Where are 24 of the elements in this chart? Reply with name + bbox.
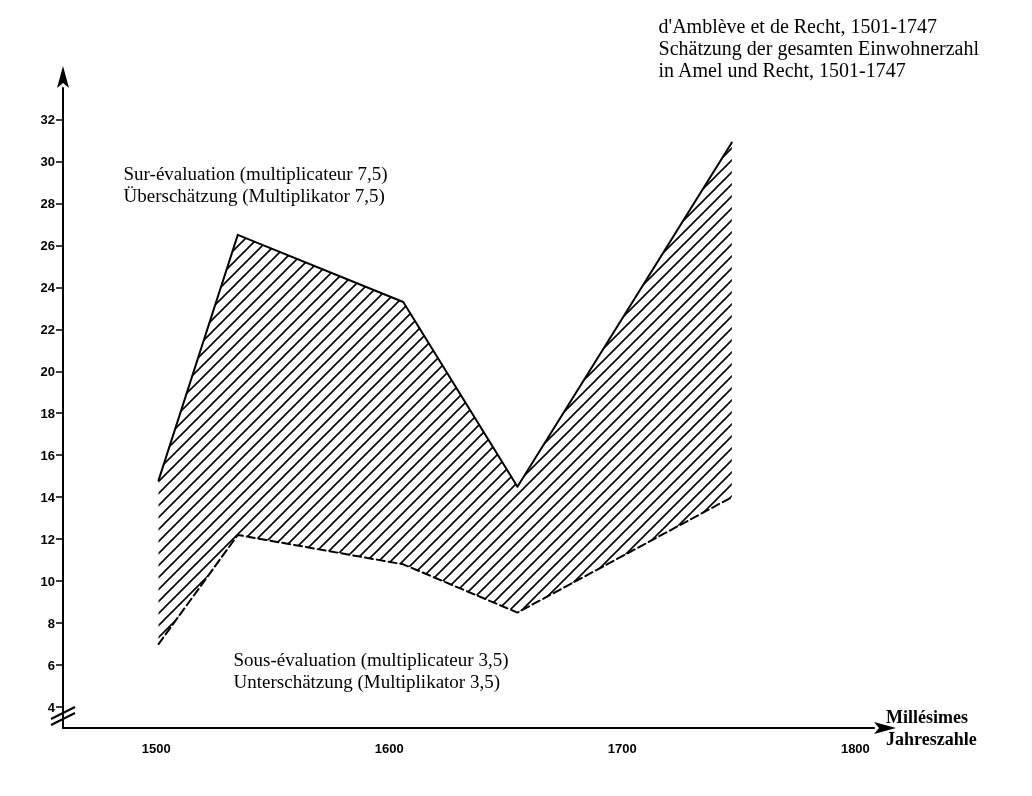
x-axis-title: Millésimes Jahreszahle <box>886 707 977 749</box>
y-tick-label: 6 <box>47 657 55 673</box>
x-tick-label: 1700 <box>607 741 637 756</box>
y-tick-label: 28 <box>40 195 55 211</box>
y-tick-label: 18 <box>40 405 55 421</box>
y-tick-label: 30 <box>40 153 55 169</box>
series-label: Sous-évaluation (multiplicateur 3,5) Unterschätzung (Multiplikator 3,5) <box>233 648 509 693</box>
chart-title: d'Amblève et de Recht, 1501-1747 Schätzung der gesamten Einwohnerzahl in Amel und Recht, 1501-1747 <box>658 15 980 81</box>
x-tick-label: 1500 <box>141 741 171 756</box>
y-tick-label: 32 <box>40 111 55 127</box>
y-tick-label: 20 <box>40 363 55 379</box>
y-tick-label: 8 <box>47 615 55 631</box>
y-tick-label: 10 <box>40 573 55 589</box>
y-tick-label: 14 <box>40 489 56 505</box>
text: Sur-évaluation (multiplicateur 7,5) Überschätzung (Multiplikator 7,5) <box>123 163 388 208</box>
y-tick-label: 26 <box>40 237 55 253</box>
x-tick-label: 1600 <box>374 741 404 756</box>
y-tick-label: 24 <box>40 279 56 295</box>
y-tick-label: 4 <box>47 699 56 715</box>
line-series <box>157 496 733 646</box>
y-tick-label: 16 <box>40 447 55 463</box>
y-tick-label: 12 <box>40 531 55 547</box>
x-tick-label: 1800 <box>840 741 870 756</box>
y-tick-label: 22 <box>40 321 55 337</box>
